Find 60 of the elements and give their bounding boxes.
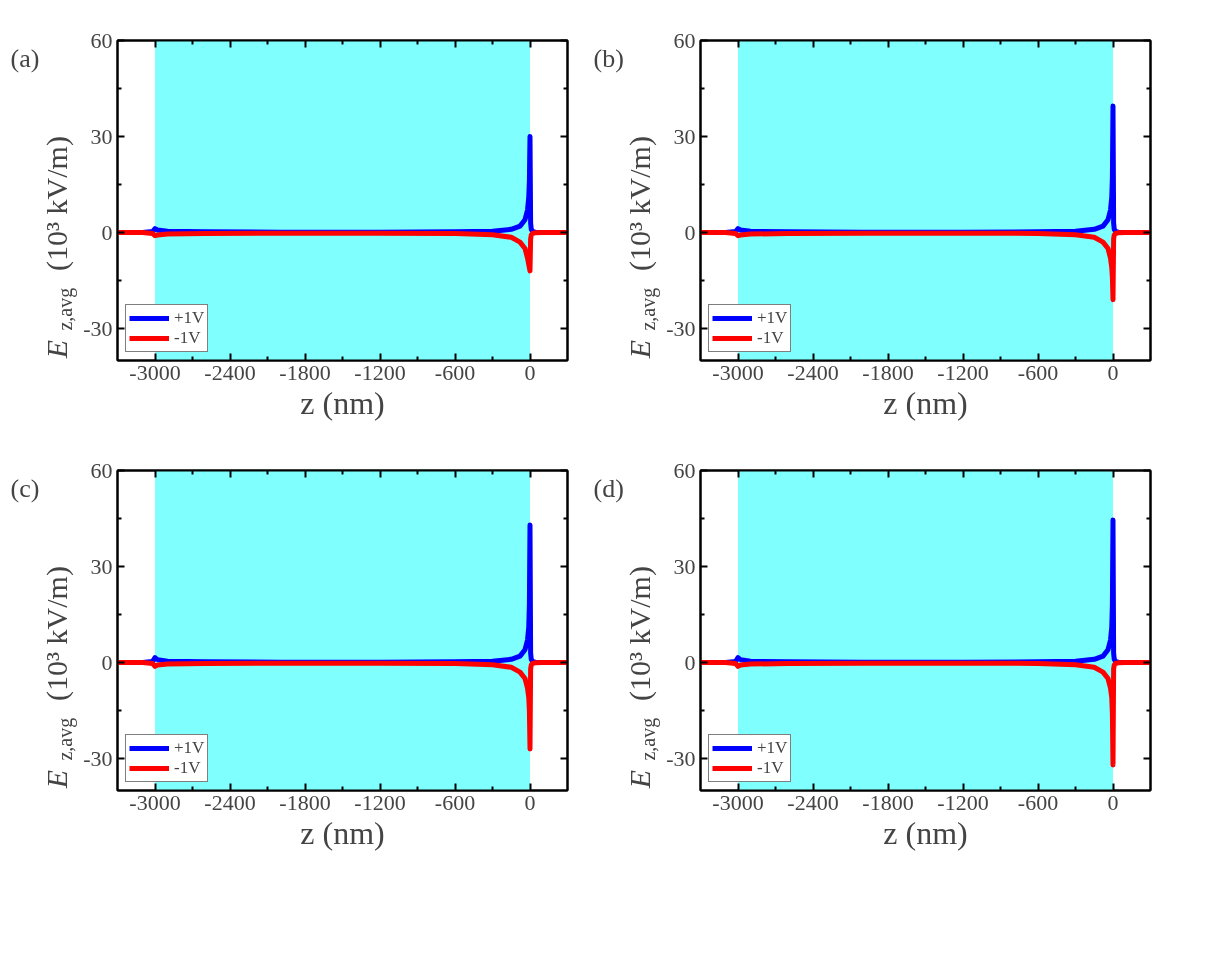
x-tick-label: -1800	[279, 359, 331, 385]
legend-label: -1V	[174, 758, 201, 778]
y-tick-label: 0	[101, 219, 113, 245]
x-tick-label: -3000	[712, 359, 764, 385]
x-axis-title: z (nm)	[300, 384, 385, 421]
x-axis-title: z (nm)	[300, 814, 385, 851]
y-axis-title: Ez,avg (10³ kV/m)	[623, 566, 660, 790]
y-tick-label: 30	[673, 123, 696, 149]
y-tick-label: 60	[673, 27, 696, 53]
chart-title: (b)	[593, 43, 624, 73]
y-tick-label: 60	[90, 457, 113, 483]
x-tick-label: -600	[1017, 359, 1059, 385]
x-tick-label: -1200	[354, 789, 406, 815]
x-tick-label: -1800	[279, 789, 331, 815]
y-tick-label: 60	[673, 457, 696, 483]
y-tick-label: 60	[90, 27, 113, 53]
y-tick-label: -30	[83, 745, 113, 771]
legend-label: -1V	[757, 758, 784, 778]
y-tick-label: 30	[90, 123, 113, 149]
x-tick-label: -1200	[354, 359, 406, 385]
x-tick-label: -2400	[787, 359, 839, 385]
y-tick-label: -30	[83, 315, 113, 341]
y-tick-label: 0	[684, 649, 696, 675]
x-tick-label: -1200	[937, 359, 989, 385]
legend-label: -1V	[757, 328, 784, 348]
x-tick-label: -1800	[862, 789, 914, 815]
x-tick-label: -600	[434, 359, 476, 385]
x-axis-title: z (nm)	[883, 814, 968, 851]
x-tick-label: 0	[1107, 359, 1119, 385]
x-tick-label: 0	[524, 359, 536, 385]
legend-label: +1V	[757, 308, 788, 328]
chart-title: (a)	[10, 43, 40, 73]
x-tick-label: -1200	[937, 789, 989, 815]
x-tick-label: -3000	[712, 789, 764, 815]
y-axis-title: Ez,avg (10³ kV/m)	[40, 136, 77, 360]
x-tick-label: -2400	[204, 789, 256, 815]
x-tick-label: -2400	[204, 359, 256, 385]
legend-label: -1V	[174, 328, 201, 348]
legend-label: +1V	[174, 308, 205, 328]
x-axis-title: z (nm)	[883, 384, 968, 421]
legend-label: +1V	[757, 738, 788, 758]
y-tick-label: -30	[666, 745, 696, 771]
chart-title: (d)	[593, 473, 624, 503]
y-axis-title: Ez,avg (10³ kV/m)	[623, 136, 660, 360]
x-tick-label: 0	[1107, 789, 1119, 815]
y-tick-label: -30	[666, 315, 696, 341]
y-tick-label: 0	[684, 219, 696, 245]
y-axis-title: Ez,avg (10³ kV/m)	[40, 566, 77, 790]
chart-title: (c)	[10, 473, 40, 503]
x-tick-label: -1800	[862, 359, 914, 385]
y-tick-label: 30	[673, 553, 696, 579]
x-tick-label: -600	[434, 789, 476, 815]
x-tick-label: -3000	[129, 789, 181, 815]
y-tick-label: 0	[101, 649, 113, 675]
x-tick-label: -3000	[129, 359, 181, 385]
y-tick-label: 30	[90, 553, 113, 579]
legend-label: +1V	[174, 738, 205, 758]
x-tick-label: -2400	[787, 789, 839, 815]
x-tick-label: 0	[524, 789, 536, 815]
x-tick-label: -600	[1017, 789, 1059, 815]
